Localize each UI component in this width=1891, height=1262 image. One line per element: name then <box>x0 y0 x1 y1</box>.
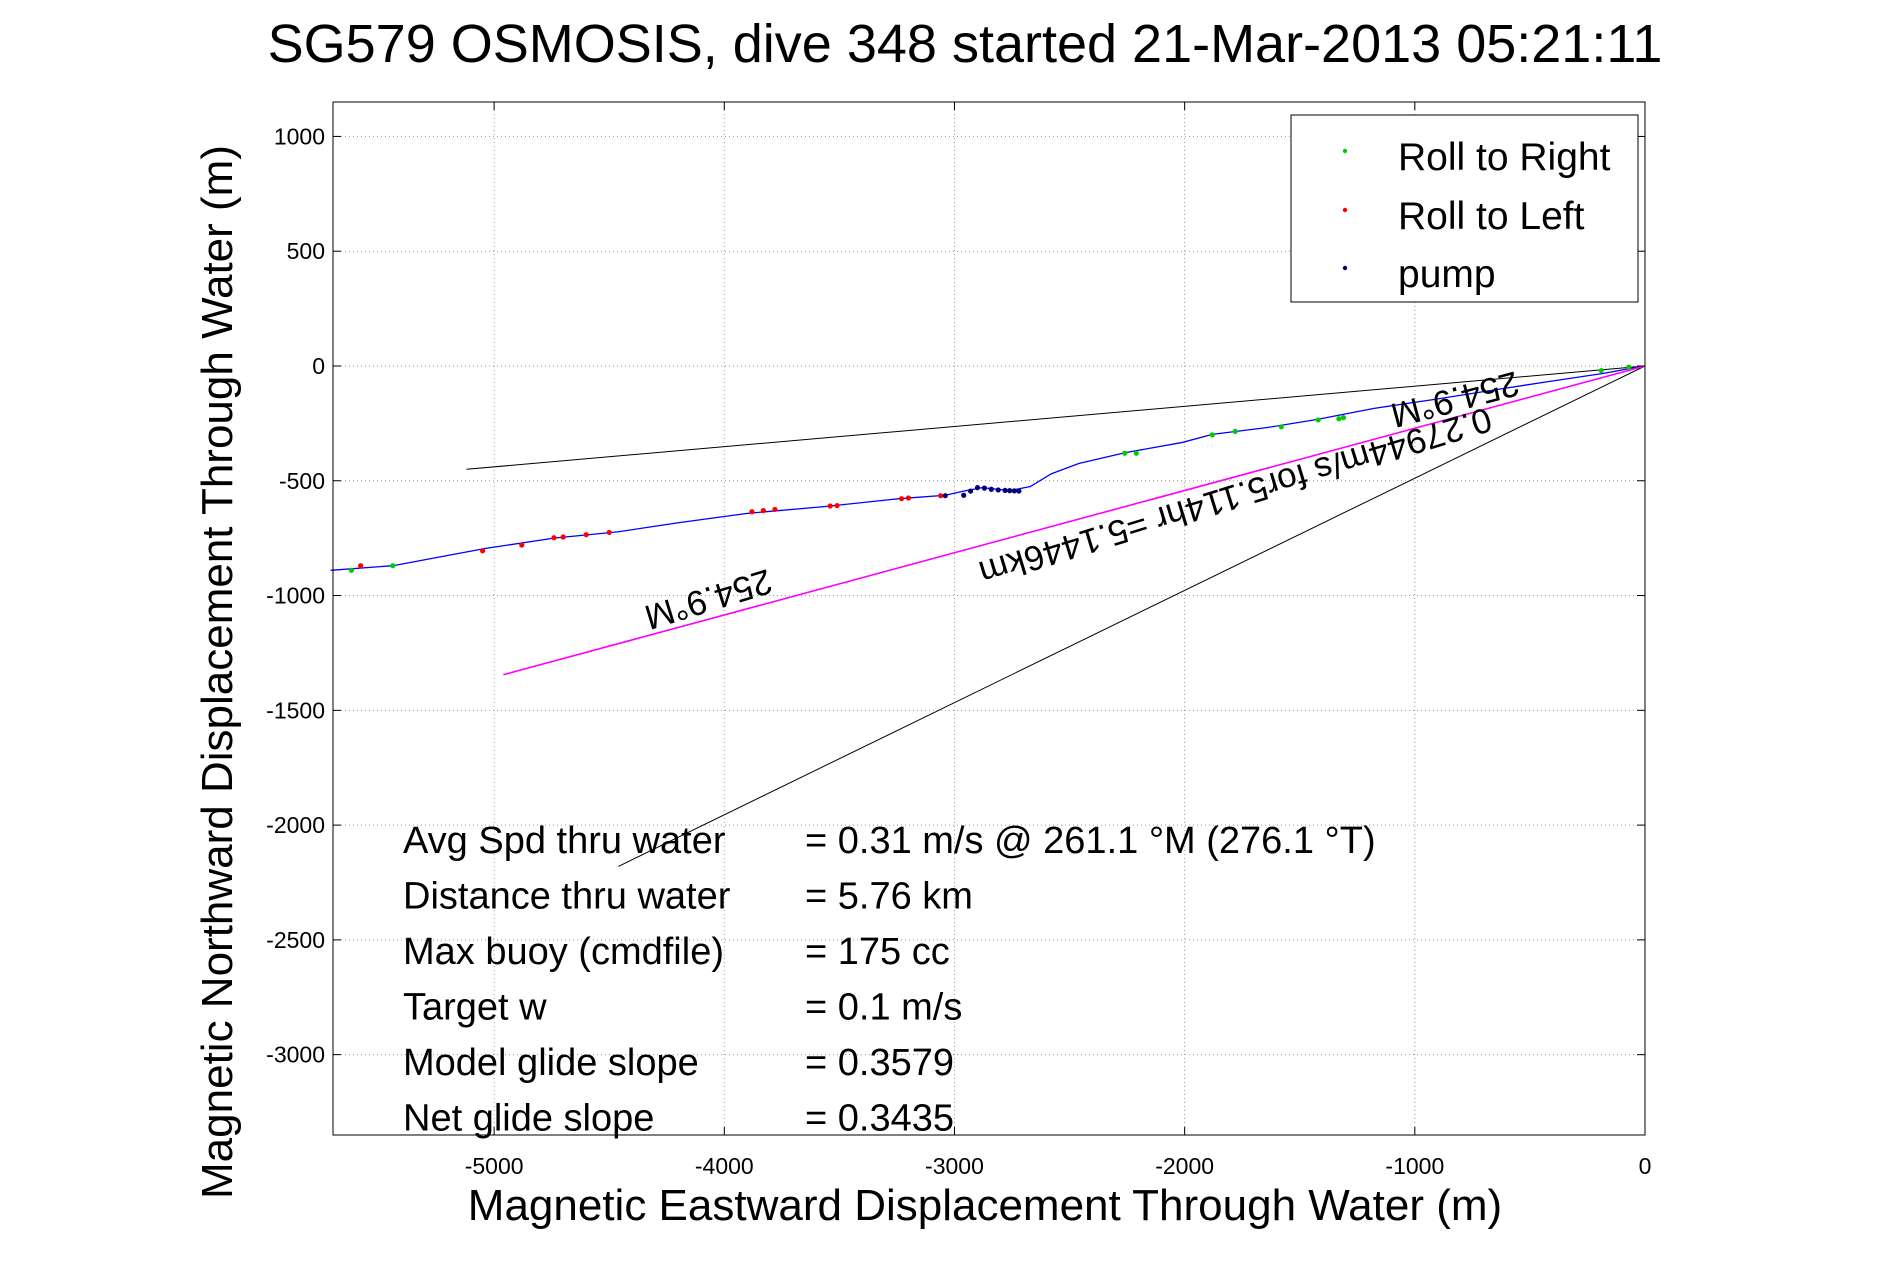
legend-box <box>1290 114 1639 303</box>
y-tick-label: 1000 <box>274 123 325 149</box>
roll-left-point <box>827 503 833 509</box>
roll-left-point <box>551 535 557 541</box>
roll-left-point <box>760 508 767 514</box>
x-tick-label: -4000 <box>695 1153 754 1179</box>
roll-left-point <box>898 496 905 502</box>
track-line <box>330 365 1646 571</box>
roll-left-point <box>749 509 755 515</box>
pump-point <box>942 493 948 499</box>
stat-label: Model glide slope <box>403 1042 699 1084</box>
pump-point <box>1011 488 1017 494</box>
roll-left-point <box>606 529 612 536</box>
legend: Roll to Right Roll to Left pump <box>1290 114 1639 303</box>
stat-value: = 175 cc <box>805 931 950 973</box>
y-tick-label: -2000 <box>266 812 325 838</box>
roll-left-point <box>834 502 840 509</box>
roll-left-point <box>560 534 566 540</box>
roll-left-point <box>938 493 944 499</box>
pump-point <box>981 485 987 491</box>
reference-line <box>466 365 1646 470</box>
pump-point <box>1007 488 1013 494</box>
roll-right-point <box>348 567 355 573</box>
chart-title: SG579 OSMOSIS, dive 348 started 21-Mar-2… <box>268 14 1663 74</box>
pump-point <box>988 486 994 492</box>
x-tick-label: -5000 <box>465 1153 524 1179</box>
tick-labels: -5000 -4000 -3000 -2000 -1000 0 1000 500 0 -500 -1… <box>266 102 1651 1179</box>
roll-right-point <box>1122 450 1128 456</box>
pump-point <box>961 492 967 498</box>
roll-left-point <box>905 495 912 501</box>
grid-lines <box>333 102 1646 1135</box>
stat-value: = 0.3579 <box>805 1042 954 1084</box>
roll-left-point <box>519 542 525 548</box>
roll-right-point <box>390 563 396 569</box>
y-tick-label: 500 <box>287 238 325 264</box>
stats-block: Avg Spd thru water = 0.31 m/s @ 261.1 °M … <box>403 820 1376 1140</box>
stat-value: = 0.3435 <box>805 1098 954 1140</box>
pump-point <box>974 485 981 491</box>
y-tick-label: -500 <box>279 468 325 494</box>
stat-label: Distance thru water <box>403 876 731 918</box>
pump-point <box>1016 488 1022 494</box>
roll-left-point <box>772 506 778 513</box>
pump-point <box>1002 487 1008 494</box>
legend-marker-roll-right <box>1342 148 1348 154</box>
roll-right-point <box>1315 417 1321 423</box>
y-tick-label: -2500 <box>266 927 325 953</box>
pump-point <box>967 488 974 494</box>
y-tick-label: -1500 <box>266 697 325 723</box>
stat-label: Target w <box>403 987 547 1029</box>
stat-label: Net glide slope <box>403 1098 654 1140</box>
roll-right-point <box>1278 424 1284 430</box>
roll-right-point <box>1626 364 1632 370</box>
roll-left-point <box>480 548 486 554</box>
data-series <box>330 364 1646 676</box>
reference-lines <box>466 365 1646 867</box>
y-axis-label: Magnetic Northward Displacement Through … <box>193 145 242 1199</box>
roll-right-point <box>1340 415 1347 421</box>
x-axis-label: Magnetic Eastward Displacement Through W… <box>468 1181 1502 1230</box>
stat-value: = 0.1 m/s <box>805 987 962 1029</box>
roll-right-point <box>1232 428 1238 435</box>
x-tick-label: -1000 <box>1385 1153 1444 1179</box>
y-tick-label: 0 <box>312 353 325 379</box>
legend-label-roll-right: Roll to Right <box>1398 136 1611 179</box>
heading-line <box>503 365 1646 676</box>
roll-left-point <box>583 532 589 538</box>
x-tick-label: -2000 <box>1155 1153 1214 1179</box>
roll-right-point <box>1133 450 1139 456</box>
stat-value: = 5.76 km <box>805 876 973 918</box>
y-tick-label: -1000 <box>266 583 325 609</box>
reference-line <box>618 365 1646 867</box>
x-tick-label: -3000 <box>925 1153 984 1179</box>
roll-left-point <box>358 563 364 569</box>
x-tick-label: 0 <box>1639 1153 1652 1179</box>
y-tick-label: -3000 <box>266 1042 325 1068</box>
stat-label: Avg Spd thru water <box>403 820 726 862</box>
axes-box <box>332 101 1646 1136</box>
roll-right-point <box>1336 416 1342 422</box>
legend-marker-pump <box>1342 265 1348 271</box>
stat-label: Max buoy (cmdfile) <box>403 931 724 973</box>
roll-right-point <box>1209 432 1215 438</box>
legend-label-pump: pump <box>1398 253 1496 296</box>
pump-point <box>995 487 1001 493</box>
legend-marker-roll-left <box>1342 207 1348 213</box>
roll-right-point <box>1598 367 1604 374</box>
stat-value: = 0.31 m/s @ 261.1 °M (276.1 °T) <box>805 820 1376 862</box>
legend-label-roll-left: Roll to Left <box>1398 195 1585 238</box>
